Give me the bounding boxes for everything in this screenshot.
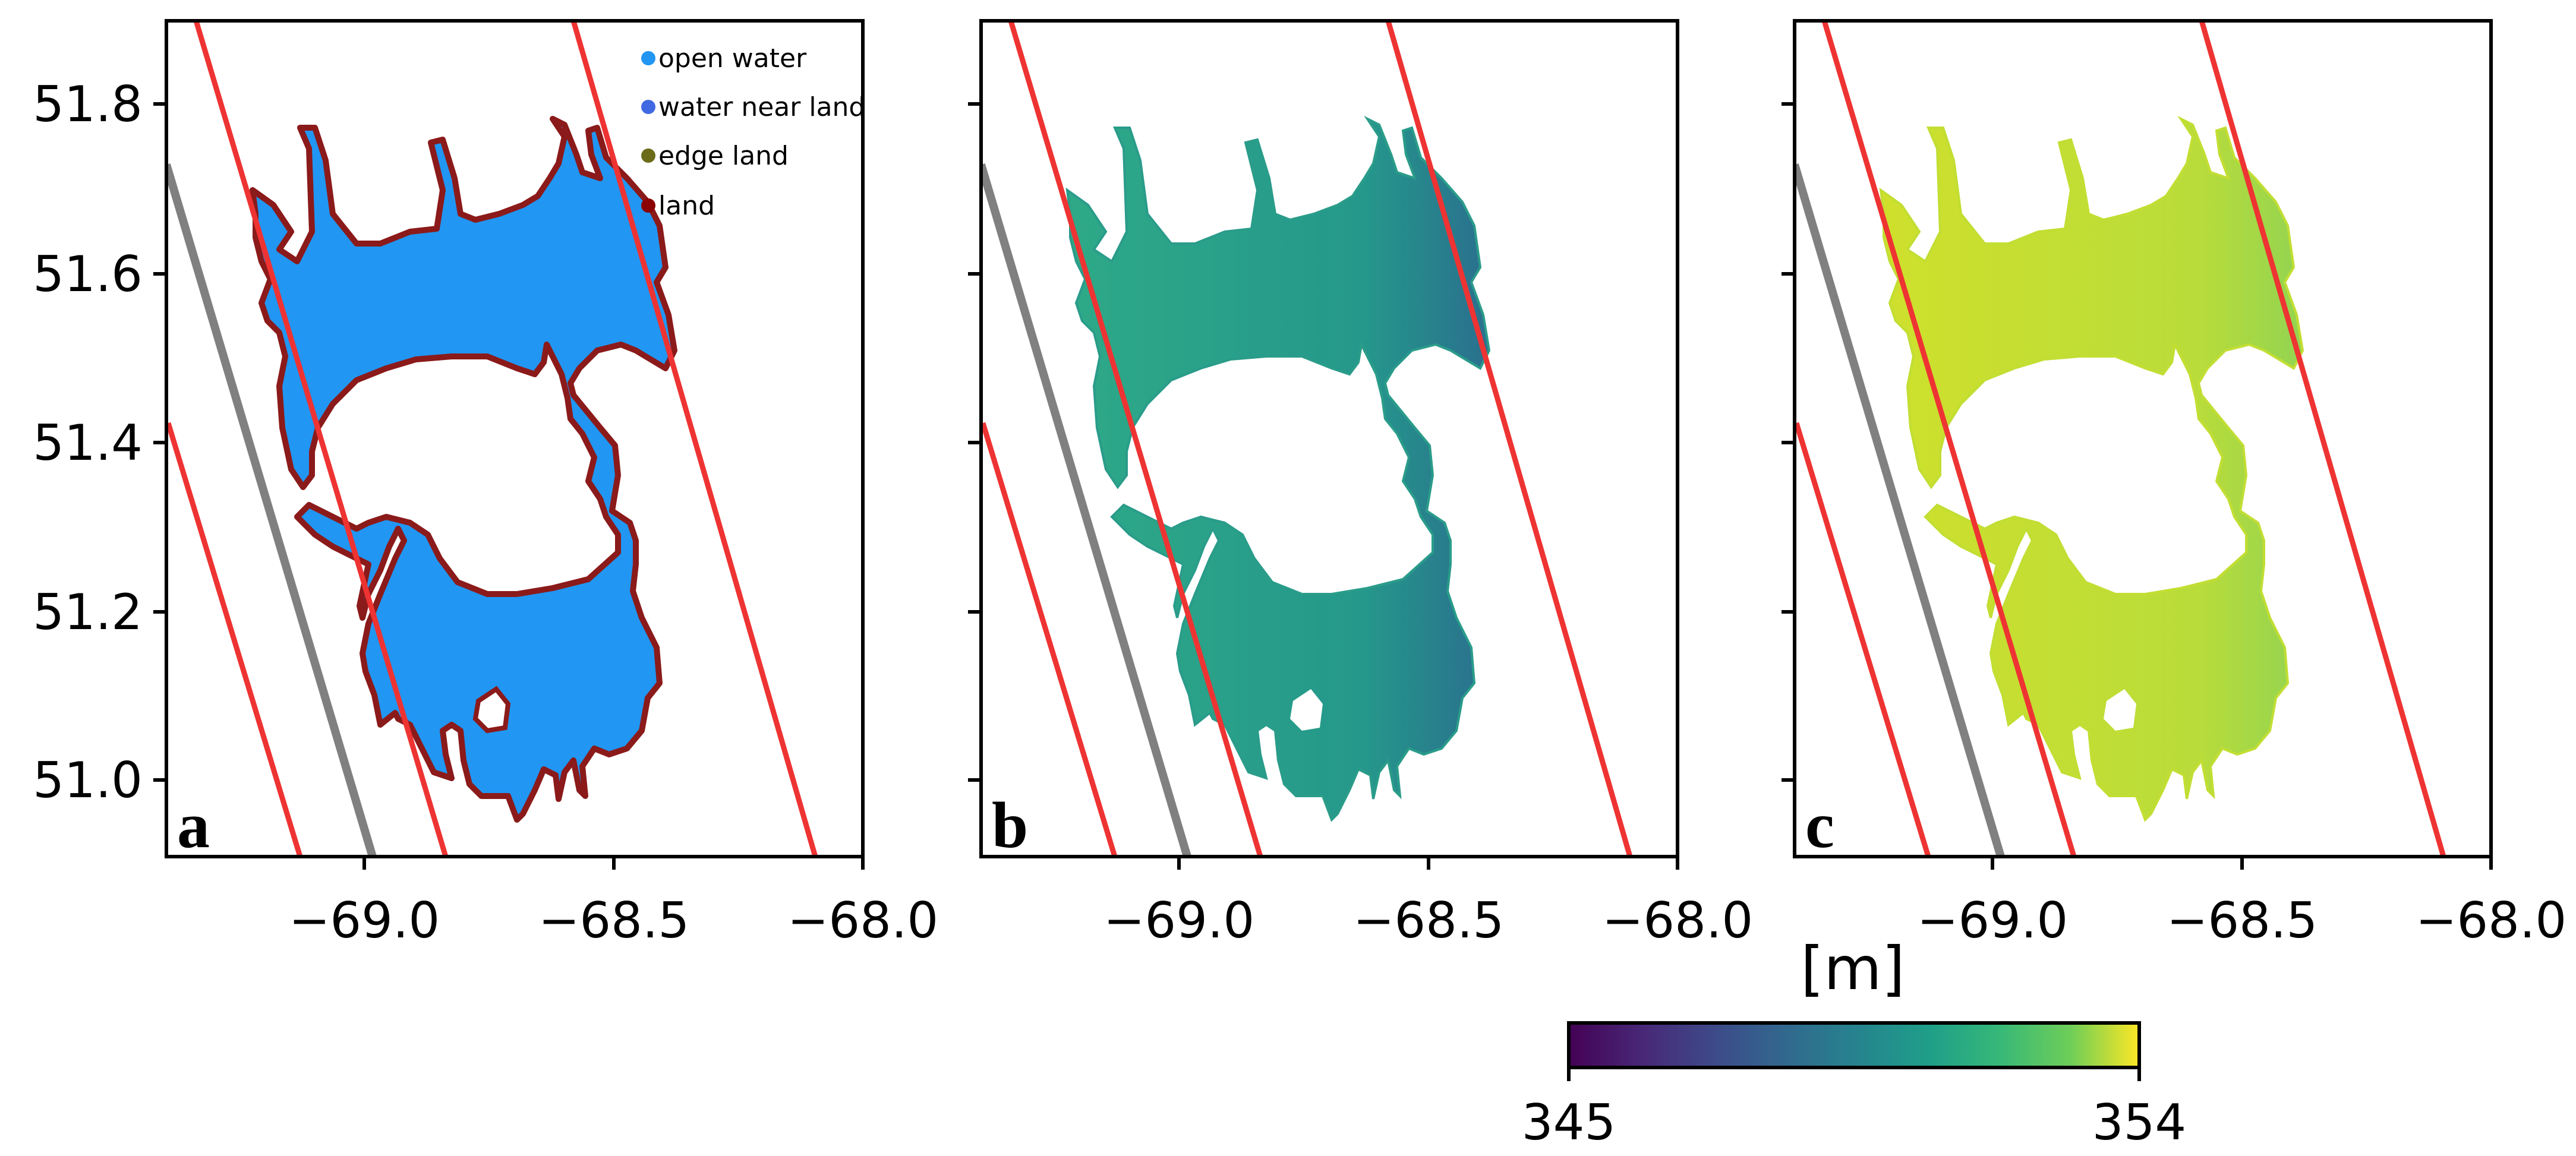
x-tick-label: −68.5 [1353,892,1504,949]
x-tick-label: −68.0 [1602,892,1753,949]
track-line-red [2199,21,2446,857]
panel-c: c [1793,19,2493,861]
x-tick-label: −68.5 [2167,892,2318,949]
track-line-gray [1795,163,2005,857]
y-axis [153,102,1795,782]
x-tick-label: −69.0 [289,892,440,949]
x-tick-label: −68.0 [2416,892,2566,949]
colorbar-title: [m] [1801,934,1905,1003]
legend-item-land: land [641,191,715,221]
y-tick-labels: 51.8 51.6 51.4 51.2 51.0 [33,75,143,809]
track-line-red [1008,21,1263,857]
y-tick-label: 51.2 [33,583,143,641]
x-tick-label: −69.0 [1103,892,1254,949]
y-tick-label: 51.6 [33,245,143,303]
panel-label-b: b [992,789,1028,861]
colorbar-min-label: 345 [1522,1094,1616,1151]
x-axis [362,857,2493,870]
x-tick-labels: −69.0 −68.5 −68.0 −69.0 −68.5 −68.0 −69.… [289,892,2566,949]
svg-text:open water: open water [658,43,807,74]
track-line-red [1795,422,1931,857]
y-tick-label: 51.8 [33,75,143,133]
x-tick-label: −68.0 [787,892,938,949]
track-line-red [570,21,818,857]
svg-text:land: land [658,191,715,221]
x-tick-label: −68.5 [538,892,689,949]
track-line-red [1385,21,1633,857]
svg-text:water near land: water near land [658,92,865,122]
legend-item-water-near-land: water near land [641,92,865,122]
panel-label-c: c [1805,789,1834,861]
track-line-red [166,422,303,857]
colorbar-gradient [1567,1021,2141,1069]
legend: open water water near land edge land lan… [641,43,865,221]
track-line-red [981,422,1118,857]
y-tick-label: 51.0 [33,751,143,809]
track-line-red [193,21,449,857]
x-tick-label: −69.0 [1917,892,2068,949]
colorbar: [m] 345 354 [1522,934,2186,1151]
track-line-gray [981,163,1191,857]
svg-text:edge land: edge land [658,141,789,171]
y-tick-label: 51.4 [33,414,143,472]
panel-a: a open water water near land edge land l… [165,19,865,861]
panel-label-a: a [177,789,210,861]
track-line-gray [166,163,377,857]
legend-item-open-water: open water [641,43,807,74]
panel-b: b [979,19,1679,861]
track-line-red [1821,21,2077,857]
legend-item-edge-land: edge land [641,141,789,171]
colorbar-max-label: 354 [2092,1094,2186,1151]
